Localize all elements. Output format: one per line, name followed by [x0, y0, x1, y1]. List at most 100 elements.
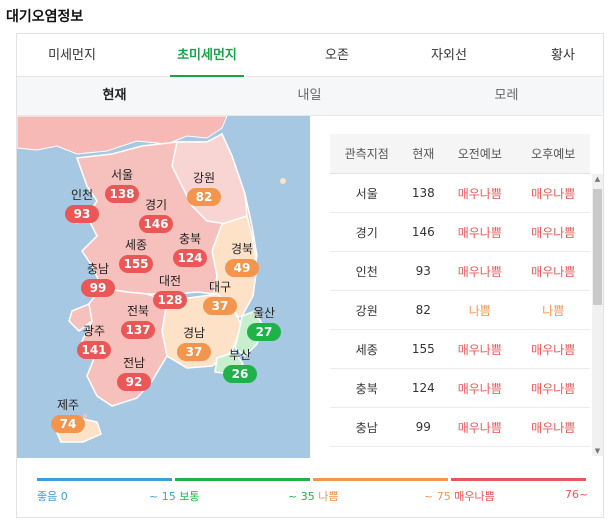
korea-map: 서울 138 강원 82 인천 93 경기 146 세종 155 충북 124 경북 49 충남 99 대전 12… [17, 116, 310, 458]
map-region-name: 인천 [70, 188, 94, 202]
legend-normal-label: 보통 [179, 490, 200, 503]
map-region-name: 대구 [208, 280, 232, 294]
legend-very-bad-value: ~ 75 [424, 490, 451, 503]
map-region-value: 37 [203, 297, 237, 315]
map-region-value: 128 [153, 291, 187, 309]
map-region[interactable]: 충남 99 [73, 262, 123, 297]
map-region[interactable]: 울산 27 [239, 306, 289, 341]
cell-site: 충북 [330, 368, 404, 408]
legend-very-bad-label: 매우나쁨 [454, 490, 495, 503]
day-tabs: 현재 내일 모레 [17, 77, 603, 116]
header-site: 관측지점 [330, 134, 404, 174]
map-region[interactable]: 경북 49 [217, 242, 267, 277]
cell-pm: 매우나쁨 [516, 329, 590, 369]
map-region-value: 93 [65, 205, 99, 223]
map-region-value: 99 [81, 279, 115, 297]
cell-pm: 매우나쁨 [516, 173, 590, 213]
tab-today[interactable]: 현재 [102, 88, 127, 103]
cell-am: 매우나쁨 [443, 251, 517, 291]
map-region[interactable]: 경기 146 [131, 198, 181, 233]
tab-pm10[interactable]: 미세먼지 [48, 48, 96, 63]
legend-bar-bad [313, 478, 448, 481]
legend-very-bad: ~ 75 매우나쁨 [424, 488, 495, 504]
map-region-name: 전북 [126, 304, 150, 318]
legend-bar-good [37, 478, 172, 481]
map-region-value: 37 [177, 343, 211, 361]
tab-pm25[interactable]: 초미세먼지 [170, 34, 244, 77]
map-region-value: 137 [121, 321, 155, 339]
map-region[interactable]: 전북 137 [113, 304, 163, 339]
map-region-value: 141 [77, 341, 111, 359]
cell-site: 세종 [330, 329, 404, 369]
map-region-name: 서울 [110, 168, 134, 182]
tab-ozone[interactable]: 오존 [325, 48, 349, 63]
map-region[interactable]: 충북 124 [165, 232, 215, 267]
map-region-name: 전남 [122, 356, 146, 370]
map-region[interactable]: 전남 92 [109, 356, 159, 391]
cell-now: 124 [403, 368, 444, 408]
map-region-name: 경남 [182, 326, 206, 340]
cell-now: 155 [403, 329, 444, 369]
map-region[interactable]: 세종 155 [111, 238, 161, 273]
map-region[interactable]: 인천 93 [57, 188, 107, 223]
table-row: 경기 146 매우나쁨 매우나쁨 [330, 212, 590, 252]
map-region-name: 경기 [144, 198, 168, 212]
legend-bar-normal [175, 478, 310, 481]
map-region-value: 124 [173, 249, 207, 267]
header-am: 오전예보 [443, 134, 517, 174]
cell-pm: 매우나쁨 [516, 407, 590, 447]
tab-tomorrow[interactable]: 내일 [297, 88, 322, 103]
scroll-down-icon[interactable]: ▼ [594, 447, 601, 455]
cell-now: 82 [403, 290, 444, 330]
legend-normal-value: ~ 15 [149, 490, 176, 503]
map-region-name: 강원 [192, 171, 216, 185]
cell-pm: 매우나쁨 [516, 368, 590, 408]
cell-am: 나쁨 [443, 290, 517, 330]
legend: 좋음 0 ~ 15 보통 ~ 35 나쁨 ~ 75 매우나쁨 76~ [17, 470, 603, 518]
legend-good: 좋음 0 [37, 490, 68, 503]
table-row: 서울 138 매우나쁨 매우나쁨 [330, 173, 590, 213]
map-region[interactable]: 제주 74 [43, 398, 93, 433]
cell-now: 99 [403, 407, 444, 447]
legend-normal: ~ 15 보통 [149, 488, 199, 504]
cell-now: 138 [403, 173, 444, 213]
cell-am: 매우나쁨 [443, 212, 517, 252]
map-region-name: 광주 [82, 324, 106, 338]
table-row: 충남 99 매우나쁨 매우나쁨 [330, 407, 590, 447]
cell-now: 93 [403, 251, 444, 291]
map-region[interactable]: 부산 26 [215, 348, 265, 383]
map-region-name: 제주 [56, 398, 80, 412]
legend-bad-label: 나쁨 [318, 490, 339, 503]
map-region[interactable]: 대구 37 [195, 280, 245, 315]
map-region[interactable]: 서울 138 [97, 168, 147, 203]
map-region[interactable]: 강원 82 [179, 171, 229, 206]
cell-pm: 매우나쁨 [516, 446, 590, 456]
legend-bad-value: ~ 35 [288, 490, 315, 503]
map-region-value: 146 [139, 215, 173, 233]
map-region[interactable]: 경남 37 [169, 326, 219, 361]
table-scrollbar[interactable]: ▲ ▼ [592, 174, 603, 456]
map-region-value: 27 [247, 323, 281, 341]
scroll-thumb[interactable] [593, 189, 602, 305]
map-region-value: 138 [105, 185, 139, 203]
scroll-up-icon[interactable]: ▲ [594, 175, 601, 183]
legend-bad: ~ 35 나쁨 [288, 488, 338, 504]
map-region-value: 155 [119, 255, 153, 273]
map-region[interactable]: 대전 128 [145, 274, 195, 309]
tab-day-after[interactable]: 모레 [494, 88, 519, 103]
map-region-value: 49 [225, 259, 259, 277]
tab-yellow-dust[interactable]: 황사 [551, 48, 575, 63]
map-region[interactable]: 광주 141 [69, 324, 119, 359]
map-region-name: 세종 [124, 238, 148, 252]
table-header-row: 관측지점 현재 오전예보 오후예보 [330, 134, 590, 174]
cell-site: 경기 [330, 212, 404, 252]
map-region-name: 경북 [230, 242, 254, 256]
cell-am: 매우나쁨 [443, 368, 517, 408]
cell-site: 인천 [330, 251, 404, 291]
cell-site: 강원 [330, 290, 404, 330]
forecast-table-wrap: 관측지점 현재 오전예보 오후예보 서울 138 매우나쁨 매우나쁨 경기 146 매우나쁨… [330, 134, 590, 456]
cell-site: 서울 [330, 173, 404, 213]
tab-uv[interactable]: 자외선 [431, 48, 467, 63]
header-now: 현재 [403, 134, 444, 174]
cell-site: 대전 [330, 446, 404, 456]
